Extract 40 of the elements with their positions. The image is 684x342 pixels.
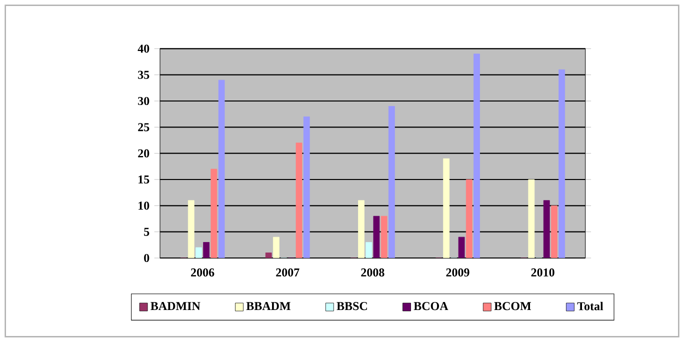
bar [380, 216, 388, 258]
legend-label: BBSC [336, 302, 367, 310]
y-tick-label: 20 [138, 149, 150, 158]
y-tick-label: 25 [138, 123, 150, 132]
bar [373, 216, 380, 258]
legend-label: BCOM [494, 302, 532, 310]
y-tick-label: 40 [138, 44, 150, 53]
bar [466, 179, 472, 258]
legend-label: BBADM [246, 302, 290, 310]
y-tick-label: 35 [138, 70, 150, 79]
bar [265, 252, 272, 258]
x-tick-label: 2006 [191, 268, 214, 277]
bar [388, 106, 395, 258]
y-tick-label: 0 [144, 254, 150, 262]
legend-label: BCOA [414, 302, 448, 310]
bar [303, 116, 310, 258]
y-tick-label: 5 [144, 228, 150, 236]
bar [358, 200, 364, 258]
bar [273, 236, 280, 258]
bar [218, 80, 225, 258]
x-tick-label: 2007 [276, 268, 300, 277]
y-tick-label: 15 [138, 175, 150, 184]
y-tick-label: 30 [138, 96, 150, 106]
x-tick-label: 2009 [446, 268, 470, 277]
bar [188, 200, 194, 258]
legend-label: Total [577, 302, 604, 310]
x-tick-label: 2010 [531, 268, 554, 277]
bar [474, 54, 480, 258]
bar [528, 179, 535, 258]
bar [458, 236, 465, 258]
legend-label: BADMIN [150, 302, 200, 310]
bar [551, 205, 558, 258]
bar [558, 69, 565, 258]
bar [543, 200, 550, 258]
x-tick-label: 2008 [361, 268, 384, 277]
bar [203, 242, 210, 258]
bar [443, 158, 450, 258]
bar [296, 142, 302, 258]
y-tick-label: 10 [138, 202, 150, 210]
bar [210, 168, 218, 258]
